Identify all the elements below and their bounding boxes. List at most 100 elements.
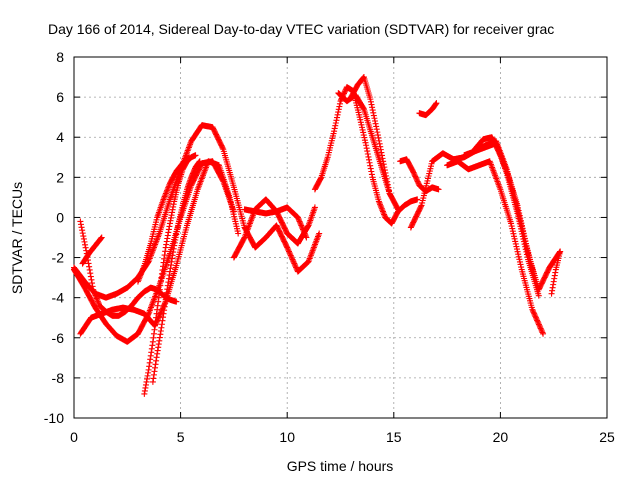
track-17 <box>444 158 547 337</box>
data-point <box>540 330 547 337</box>
data-point <box>83 247 90 254</box>
track-7 <box>149 158 203 385</box>
data-point <box>414 178 421 185</box>
data-point <box>196 158 203 165</box>
data-point <box>337 98 344 105</box>
data-point <box>235 230 242 237</box>
data-point <box>342 87 349 94</box>
data-point <box>82 244 89 251</box>
data-point <box>361 134 368 141</box>
data-point <box>376 140 383 147</box>
data-point <box>299 225 306 232</box>
data-point <box>292 263 299 270</box>
data-point <box>79 230 86 237</box>
data-point <box>365 153 372 160</box>
data-point <box>538 326 545 333</box>
chart-title: Day 166 of 2014, Sidereal Day-to-day VTE… <box>48 21 554 37</box>
data-point <box>557 248 564 255</box>
data-point <box>515 253 522 260</box>
data-point <box>303 234 310 241</box>
y-tick-label: 2 <box>56 169 64 185</box>
data-point <box>295 217 302 224</box>
data-point <box>395 206 402 213</box>
data-point <box>363 142 370 149</box>
data-point <box>537 325 544 332</box>
x-tick-label: 0 <box>70 429 78 445</box>
data-point <box>513 246 520 253</box>
data-point <box>311 204 318 211</box>
data-point <box>369 107 376 114</box>
data-point <box>86 266 93 273</box>
data-point <box>87 270 94 277</box>
data-point <box>367 162 374 169</box>
data-point <box>538 328 545 335</box>
data-point <box>297 221 304 228</box>
data-point <box>414 177 421 184</box>
data-point <box>374 129 381 136</box>
data-point <box>496 151 503 158</box>
data-point <box>299 226 306 233</box>
data-point <box>368 101 375 108</box>
data-point <box>509 225 516 232</box>
data-point <box>77 221 84 228</box>
data-point <box>511 233 518 240</box>
data-point <box>360 105 367 112</box>
x-tick-label: 10 <box>279 429 295 445</box>
data-point <box>302 233 309 240</box>
data-point <box>380 158 387 165</box>
data-point <box>287 251 294 258</box>
data-point <box>369 104 376 111</box>
data-point <box>89 283 96 290</box>
data-point <box>302 231 309 238</box>
data-point <box>435 186 442 193</box>
data-point <box>394 205 401 212</box>
data-point <box>334 111 341 118</box>
x-axis-label: GPS time / hours <box>287 458 394 474</box>
data-point <box>336 103 343 110</box>
data-point <box>365 156 372 163</box>
data-point <box>410 169 417 176</box>
data-point <box>367 96 374 103</box>
data-point <box>411 172 418 179</box>
data-point <box>288 255 295 262</box>
data-point <box>285 247 292 254</box>
data-point <box>295 215 302 222</box>
data-point <box>79 227 86 234</box>
data-point <box>364 148 371 155</box>
data-point <box>357 119 364 126</box>
data-point <box>360 132 367 139</box>
data-point <box>293 264 300 271</box>
data-point <box>359 124 366 131</box>
data-point <box>290 259 297 266</box>
data-point <box>77 218 84 225</box>
data-point <box>362 139 369 146</box>
data-point <box>80 233 87 240</box>
data-point <box>433 100 440 107</box>
y-tick-label: 8 <box>56 49 64 65</box>
data-point <box>513 243 520 250</box>
data-point <box>533 316 540 323</box>
data-point <box>529 306 536 313</box>
data-point <box>380 161 387 168</box>
data-point <box>157 309 164 316</box>
track-5 <box>79 234 105 267</box>
data-point <box>86 263 93 270</box>
data-point <box>377 143 384 150</box>
data-point <box>412 174 419 181</box>
data-point <box>518 264 525 271</box>
data-point <box>333 117 340 124</box>
data-point <box>534 317 541 324</box>
data-point <box>291 260 298 267</box>
data-point <box>156 312 163 319</box>
data-point <box>357 116 364 123</box>
track-8 <box>134 154 193 285</box>
data-point <box>85 260 92 267</box>
data-point <box>532 314 539 321</box>
data-point <box>334 114 341 121</box>
data-point <box>336 100 343 107</box>
data-point <box>82 241 89 248</box>
data-point <box>297 219 304 226</box>
data-point <box>529 308 536 315</box>
data-point <box>335 106 342 113</box>
axis-ticks: 0 5 10 15 20 25 -10 -8 -6 -4 -2 0 2 4 6 8 <box>44 49 615 445</box>
